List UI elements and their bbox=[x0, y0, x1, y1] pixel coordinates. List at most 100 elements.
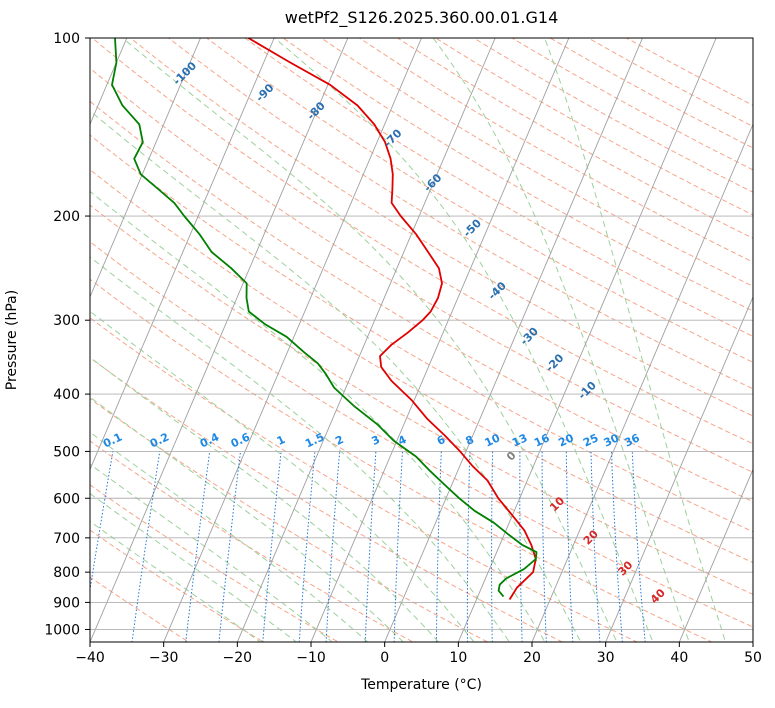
moist-adiabat-label: 10 bbox=[547, 494, 567, 514]
dry-adiabat-label: -50 bbox=[461, 216, 484, 239]
temperature-profile-line bbox=[247, 38, 537, 600]
mixing-ratio-label: 10 bbox=[483, 431, 503, 449]
mixing-ratio-label: 0.2 bbox=[148, 430, 171, 450]
moist-adiabat-line bbox=[432, 38, 690, 642]
dry-adiabat-line bbox=[167, 38, 753, 390]
x-tick-label: −40 bbox=[75, 650, 105, 666]
dry-adiabat-line bbox=[90, 241, 753, 628]
dry-adiabat-line bbox=[434, 38, 753, 216]
isotherm-line bbox=[752, 640, 753, 642]
moist-adiabat-label: 40 bbox=[648, 586, 668, 606]
mixing-ratio-label: 2 bbox=[333, 433, 345, 448]
x-tick-label: −30 bbox=[149, 650, 179, 666]
dry-adiabat-line bbox=[90, 100, 753, 503]
mixing-ratio-label: 8 bbox=[463, 433, 475, 448]
mixing-ratio-line bbox=[262, 451, 282, 642]
dry-adiabat-label: -20 bbox=[543, 351, 566, 374]
moist-adiabat-line bbox=[90, 520, 262, 642]
mixing-ratio-label: 16 bbox=[532, 431, 552, 449]
mixing-ratio-line bbox=[218, 451, 241, 642]
moist-adiabat-label: 30 bbox=[615, 558, 635, 578]
dry-adiabat-line bbox=[396, 38, 753, 239]
y-tick-label: 600 bbox=[53, 491, 80, 507]
moist-adiabat-line bbox=[90, 492, 298, 642]
mixing-ratio-line bbox=[185, 451, 211, 642]
isotherm-line bbox=[90, 38, 349, 642]
mixing-ratio-line bbox=[298, 451, 316, 642]
y-tick-label: 500 bbox=[53, 444, 80, 460]
moist-adiabat-label: 20 bbox=[581, 527, 601, 547]
dry-adiabat-line bbox=[90, 357, 564, 642]
mixing-ratio-line bbox=[611, 451, 623, 642]
dry-adiabat-line bbox=[90, 576, 190, 642]
isotherm-line bbox=[163, 38, 422, 642]
mixing-ratio-label: 1.5 bbox=[303, 430, 326, 450]
isotherm-line bbox=[384, 38, 643, 642]
moist-adiabat-line bbox=[90, 396, 404, 642]
mixing-ratio-label: 30 bbox=[602, 431, 622, 449]
x-tick-label: 40 bbox=[670, 650, 688, 666]
mixing-ratio-line bbox=[131, 451, 161, 642]
dry-adiabat-label: -90 bbox=[253, 81, 276, 104]
x-axis-label: Temperature (°C) bbox=[361, 677, 482, 693]
x-tick-label: −20 bbox=[223, 650, 253, 666]
mixing-ratio-label: 20 bbox=[556, 431, 576, 449]
moist-adiabat-line bbox=[90, 356, 440, 642]
isotherm-line bbox=[605, 295, 753, 642]
moist-adiabat-line bbox=[90, 431, 369, 642]
dry-adiabat-line bbox=[320, 38, 753, 287]
y-tick-label: 800 bbox=[53, 565, 80, 581]
dewpoint-profile-line bbox=[111, 38, 538, 598]
mixing-ratio-line bbox=[325, 451, 341, 642]
moist-adiabat-line bbox=[90, 310, 475, 642]
moist-adiabat-line bbox=[122, 38, 618, 642]
y-tick-label: 300 bbox=[53, 313, 80, 329]
y-tick-label: 200 bbox=[53, 209, 80, 225]
dry-adiabat-line bbox=[358, 38, 753, 263]
x-tick-label: 10 bbox=[449, 650, 467, 666]
dry-adiabat-label: -80 bbox=[305, 99, 328, 122]
dry-adiabat-line bbox=[90, 169, 753, 564]
x-tick-label: 20 bbox=[523, 650, 541, 666]
moist-adiabat-line bbox=[90, 110, 582, 642]
isotherm-line bbox=[310, 38, 570, 642]
isotherm-line bbox=[678, 468, 753, 642]
isotherm-line bbox=[457, 38, 717, 642]
dry-adiabat-line bbox=[90, 67, 753, 473]
dry-adiabat-line bbox=[90, 398, 489, 642]
isotherm-line bbox=[90, 38, 201, 299]
mixing-ratio-label: 6 bbox=[435, 433, 448, 448]
axes-frame bbox=[89, 37, 754, 643]
mixing-ratio-label: 13 bbox=[510, 431, 529, 449]
isotherm-line bbox=[236, 38, 496, 642]
mixing-ratio-label: 0.6 bbox=[229, 430, 252, 450]
moist-adiabat-line bbox=[90, 190, 546, 642]
mixing-ratio-label: 0.4 bbox=[198, 430, 221, 450]
dry-adiabat-line bbox=[90, 529, 265, 642]
dry-adiabat-line bbox=[91, 38, 753, 445]
isotherm-line bbox=[531, 123, 753, 642]
dry-adiabat-line bbox=[90, 204, 753, 595]
y-tick-label: 700 bbox=[53, 531, 80, 547]
mixing-ratio-label: 4 bbox=[396, 433, 409, 448]
y-tick-label: 100 bbox=[53, 31, 80, 47]
dry-adiabat-label: -70 bbox=[381, 126, 404, 149]
moist-adiabat-line bbox=[544, 38, 727, 642]
x-tick-label: 30 bbox=[597, 650, 615, 666]
dry-adiabat-label: -40 bbox=[486, 279, 509, 302]
dry-adiabat-label: -10 bbox=[576, 379, 599, 402]
mixing-ratio-label: 36 bbox=[622, 431, 642, 449]
dry-adiabat-line bbox=[129, 38, 753, 417]
dry-adiabat-line bbox=[90, 440, 414, 642]
dry-adiabat-line bbox=[90, 317, 639, 642]
mixing-ratio-line bbox=[491, 451, 494, 642]
dry-adiabat-line bbox=[90, 278, 713, 642]
dry-adiabat-label: -60 bbox=[421, 171, 444, 194]
mixing-ratio-line bbox=[364, 451, 377, 642]
x-tick-label: −10 bbox=[296, 650, 326, 666]
dry-adiabat-line bbox=[90, 484, 340, 642]
moist-adiabat-line bbox=[274, 38, 654, 642]
dry-adiabat-line bbox=[625, 38, 753, 106]
